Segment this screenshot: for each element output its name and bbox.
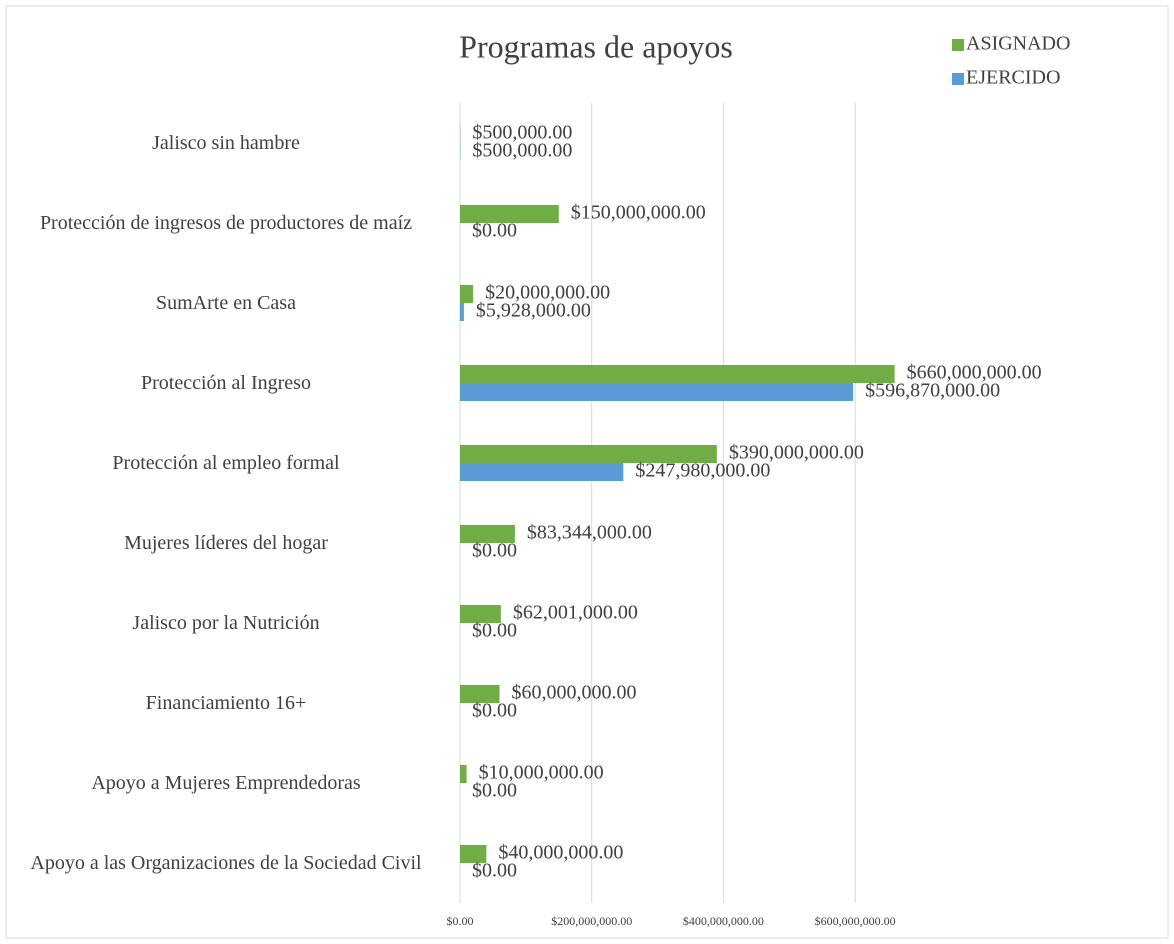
value-label: $596,870,000.00 <box>865 380 1000 402</box>
x-tick-label: $600,000,000.00 <box>815 914 896 928</box>
x-tick-label: $200,000,000.00 <box>551 914 632 928</box>
bar <box>460 765 467 783</box>
y-tick-label: Apoyo a las Organizaciones de la Socieda… <box>30 852 422 874</box>
legend-label: ASIGNADO <box>966 33 1070 55</box>
legend-label: EJERCIDO <box>966 67 1060 89</box>
value-label: $5,928,000.00 <box>476 300 591 322</box>
y-tick-label: Protección al Ingreso <box>141 372 311 394</box>
bar <box>460 445 717 463</box>
value-label: $0.00 <box>472 540 517 562</box>
value-label: $500,000.00 <box>472 140 572 162</box>
value-label: $500,000.00 <box>472 122 572 144</box>
bar <box>460 383 854 401</box>
x-tick-label: $0.00 <box>447 914 474 928</box>
value-label: $0.00 <box>472 860 517 882</box>
y-tick-label: Apoyo a Mujeres Emprendedoras <box>91 772 361 794</box>
y-tick-label: SumArte en Casa <box>156 292 296 314</box>
value-label: $62,001,000.00 <box>513 602 638 624</box>
value-label: $660,000,000.00 <box>907 362 1042 384</box>
bar <box>460 365 895 383</box>
bar <box>460 605 501 623</box>
y-tick-label: Protección de ingresos de productores de… <box>39 212 413 234</box>
legend-swatch <box>952 73 964 85</box>
y-tick-label: Jalisco sin hambre <box>152 132 300 154</box>
y-tick-label: Protección al empleo formal <box>112 452 340 474</box>
bar <box>460 303 464 321</box>
y-tick-label: Jalisco por la Nutrición <box>132 612 320 634</box>
y-tick-label: Mujeres líderes del hogar <box>124 532 328 554</box>
bar <box>460 525 515 543</box>
legend-swatch <box>952 39 964 51</box>
value-label: $60,000,000.00 <box>512 682 637 704</box>
y-tick-label: Financiamiento 16+ <box>145 692 307 714</box>
value-label: $40,000,000.00 <box>498 842 623 864</box>
bar <box>460 685 500 703</box>
chart-title: Programas de apoyos <box>459 28 733 64</box>
value-label: $150,000,000.00 <box>571 202 706 224</box>
value-label: $0.00 <box>472 620 517 642</box>
value-label: $0.00 <box>472 220 517 242</box>
value-label: $247,980,000.00 <box>635 460 770 482</box>
value-label: $83,344,000.00 <box>527 522 652 544</box>
value-label: $390,000,000.00 <box>729 442 864 464</box>
bar <box>460 845 487 863</box>
bar <box>460 285 474 303</box>
x-tick-label: $400,000,000.00 <box>683 914 764 928</box>
value-label: $0.00 <box>472 700 517 722</box>
value-label: $0.00 <box>472 780 517 802</box>
value-label: $10,000,000.00 <box>479 762 604 784</box>
bar <box>460 463 624 481</box>
value-label: $20,000,000.00 <box>485 282 610 304</box>
bar <box>460 205 559 223</box>
